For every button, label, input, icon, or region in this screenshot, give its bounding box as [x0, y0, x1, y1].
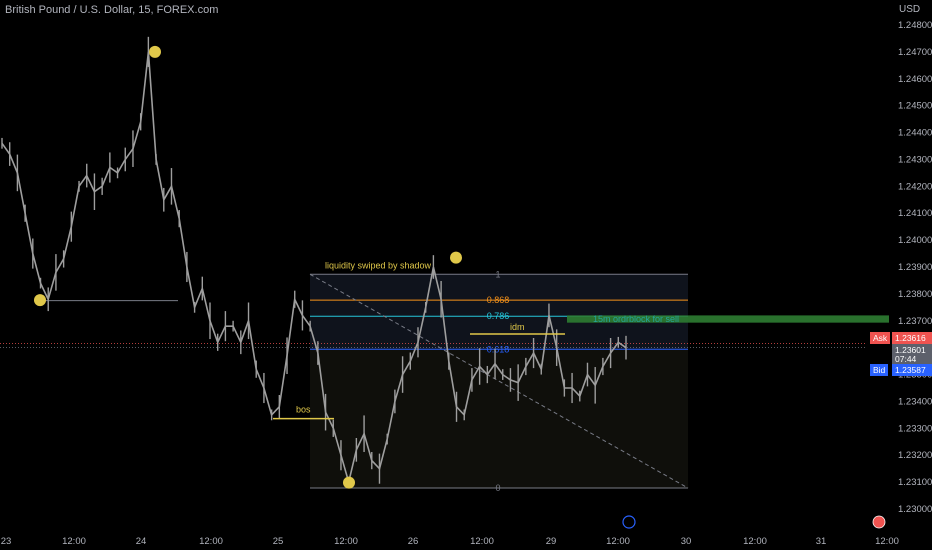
ask-value: 1.23616: [892, 332, 932, 344]
bos-label: bos: [296, 405, 311, 415]
price-tick-label: 1.24700: [898, 47, 932, 58]
price-tick-label: 1.23800: [898, 289, 932, 300]
fib-level-label: 0.786: [487, 311, 510, 321]
price-tick-label: 1.23300: [898, 423, 932, 434]
liquidity-label: liquidity swiped by shadow: [325, 261, 432, 271]
fib-level-label: 0: [495, 483, 500, 493]
flag-icon: [872, 515, 886, 529]
orderblock-zone: [567, 315, 889, 323]
ask-tag: Ask: [870, 332, 891, 344]
price-tick-label: 1.23200: [898, 450, 932, 461]
time-tick-label: 24: [136, 536, 147, 547]
fib-zone-upper: [310, 274, 688, 350]
swing-marker: [450, 251, 462, 264]
price-tick-label: 1.23100: [898, 477, 932, 488]
time-tick-label: 26: [408, 536, 419, 547]
price-tick-label: 1.24100: [898, 208, 932, 219]
last-countdown: 07:44: [892, 353, 932, 365]
currency-label: USD: [899, 4, 921, 15]
price-axis: 1.24800 1.24700 1.24600 1.24500 1.24400 1.243…: [898, 20, 932, 515]
time-axis: 23 12:00 24 12:00 25 12:00 26 12:00 29 12:00 30 12:…: [1, 536, 899, 547]
time-tick-label: 12:00: [470, 536, 494, 547]
idm-label: idm: [510, 322, 525, 332]
price-tick-label: 1.23900: [898, 262, 932, 273]
bid-tag: Bid: [870, 364, 889, 376]
price-tick-label: 1.23400: [898, 396, 932, 407]
time-tick-label: 12:00: [199, 536, 223, 547]
time-tick-label: 25: [273, 536, 284, 547]
swing-marker: [149, 45, 161, 58]
plot-area: 1 0.868 0.786 0.618 0 15m ordrblock for sell b…: [0, 36, 889, 529]
price-line: [1, 51, 627, 486]
time-tick-label: 30: [681, 536, 692, 547]
lightning-icon: [622, 515, 636, 529]
time-tick-label: 23: [1, 536, 12, 547]
price-tick-label: 1.24200: [898, 181, 932, 192]
time-tick-label: 12:00: [606, 536, 630, 547]
swing-marker: [343, 476, 355, 489]
swing-marker: [34, 294, 46, 307]
fib-level-label: 0.868: [487, 295, 510, 305]
time-tick-label: 12:00: [62, 536, 86, 547]
price-tick-label: 1.24500: [898, 101, 932, 112]
fib-level-label: 1: [495, 269, 500, 279]
time-tick-label: 29: [546, 536, 557, 547]
price-tick-label: 1.24400: [898, 128, 932, 139]
price-tick-label: 1.23700: [898, 316, 932, 327]
price-tick-label: 1.24000: [898, 235, 932, 246]
price-tick-label: 1.24300: [898, 154, 932, 165]
chart-title: British Pound / U.S. Dollar, 15, FOREX.c…: [5, 4, 219, 16]
time-tick-label: 12:00: [743, 536, 767, 547]
price-tick-label: 1.23000: [898, 504, 932, 515]
price-tick-label: 1.24600: [898, 74, 932, 85]
time-tick-label: 12:00: [875, 536, 899, 547]
bid-value: 1.23587: [892, 364, 932, 376]
price-tick-label: 1.24800: [898, 20, 932, 31]
fib-zone-lower: [310, 349, 688, 489]
time-tick-label: 31: [816, 536, 827, 547]
orderblock-label: 15m ordrblock for sell: [593, 314, 679, 324]
fib-level-label: 0.618: [487, 344, 510, 354]
time-tick-label: 12:00: [334, 536, 358, 547]
fib-trend-line: [309, 273, 689, 489]
